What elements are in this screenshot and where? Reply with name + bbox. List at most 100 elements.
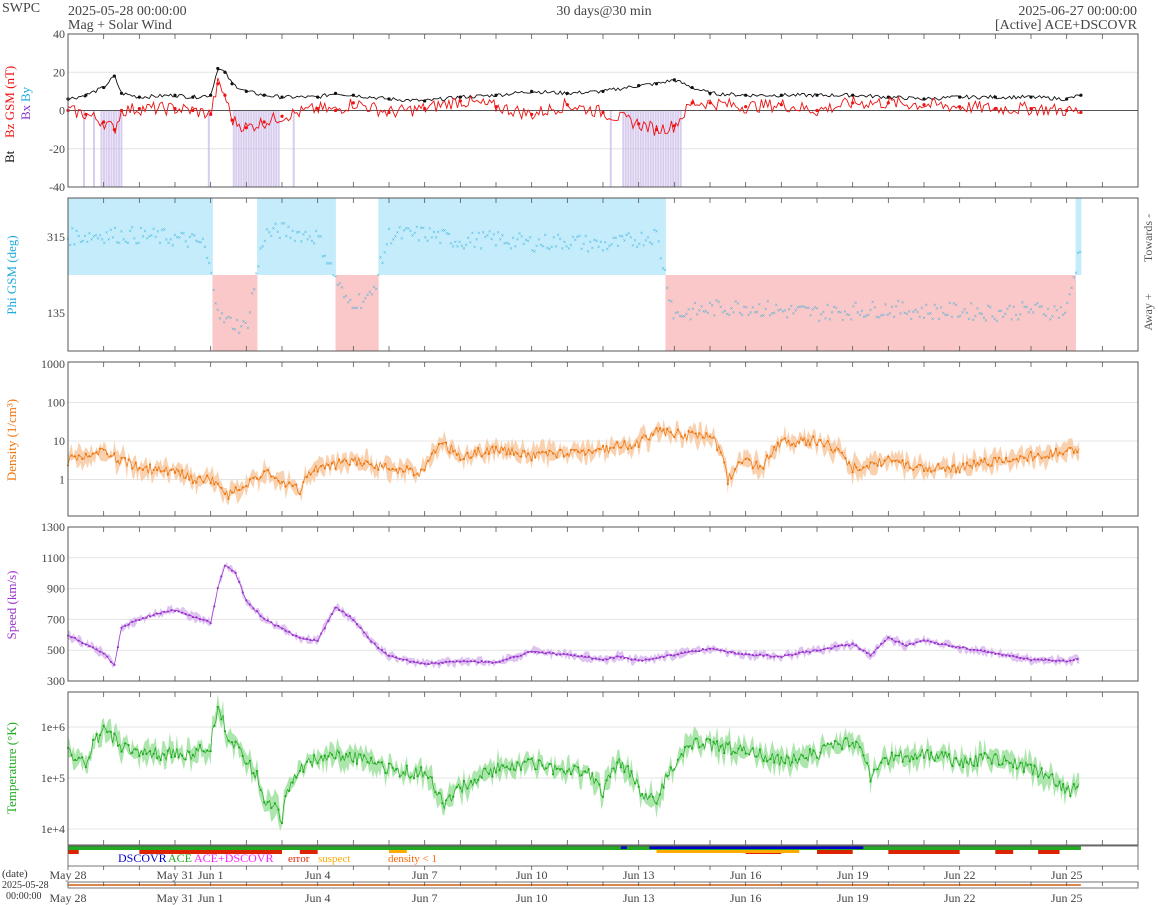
series-point [480, 455, 483, 458]
bz-south-band [629, 110, 632, 187]
phi-point: × [163, 228, 166, 234]
phi-point: × [680, 314, 683, 320]
series-point [181, 611, 184, 614]
bt-point [779, 93, 783, 97]
series-point [102, 652, 105, 655]
bz-south-band [92, 110, 95, 187]
phi-point: × [201, 237, 204, 243]
series-point [894, 459, 897, 463]
bz-south-band [632, 110, 635, 187]
phi-point: × [460, 244, 463, 250]
series-point [348, 463, 351, 466]
phi-point: × [593, 238, 596, 244]
series-point [206, 619, 209, 622]
towards-sector [201, 198, 204, 275]
series-point [641, 792, 644, 796]
bz-south-band [265, 110, 268, 187]
series-point [420, 662, 423, 665]
away-sector [995, 275, 998, 351]
phi-point: × [240, 325, 243, 331]
series-point [238, 580, 241, 584]
series-point [113, 732, 116, 735]
series-point [480, 776, 483, 779]
away-sector [686, 275, 690, 351]
bz-south-band [240, 110, 243, 187]
away-sector [763, 275, 766, 351]
series-point [1008, 654, 1011, 657]
series-point [933, 469, 936, 472]
away-sector [947, 275, 950, 351]
series-point [141, 617, 144, 620]
away-sector [1073, 275, 1076, 351]
series-point [897, 640, 901, 643]
series-point [562, 652, 565, 656]
away-sector [945, 275, 948, 351]
towards-sector [69, 198, 72, 275]
phi-point: × [220, 311, 223, 317]
phi-point: × [118, 241, 121, 247]
away-sector [904, 275, 907, 351]
bt-point [708, 91, 712, 95]
series-point [484, 660, 487, 663]
series-point [1004, 759, 1008, 762]
series-point [116, 460, 120, 463]
series-point [751, 653, 754, 657]
phi-point: × [884, 303, 887, 309]
away-sector [824, 275, 827, 351]
series-point [979, 753, 983, 756]
phi-point: × [488, 229, 491, 235]
mag-ytick-label: 20 [53, 65, 65, 79]
phi-point: × [734, 299, 737, 305]
phi-point: × [610, 242, 613, 248]
towards-sector [119, 198, 122, 275]
bz-point [333, 108, 338, 113]
series-point [855, 740, 858, 743]
series-point [1029, 659, 1033, 662]
away-sector [711, 275, 714, 351]
series-point [198, 618, 202, 621]
series-point [1058, 659, 1061, 662]
series-point [798, 757, 801, 761]
phi-point: × [1074, 271, 1077, 277]
series-point [323, 467, 326, 470]
series-point [280, 821, 284, 825]
series-point [298, 492, 301, 496]
span-label: 30 days@30 min [556, 4, 651, 19]
series-point [473, 778, 476, 781]
away-sector [1047, 275, 1050, 351]
series-point [494, 661, 498, 664]
phi-point: × [86, 240, 89, 246]
bz-south-band [609, 110, 612, 187]
series-point [1026, 764, 1029, 767]
series-point [505, 453, 508, 456]
phi-point: × [1021, 300, 1024, 306]
series-point [1019, 761, 1022, 765]
away-sector [891, 275, 895, 351]
towards-sector [203, 198, 206, 275]
phi-point: × [182, 231, 185, 237]
series-point [762, 467, 765, 470]
away-sector [759, 275, 763, 351]
series-point [120, 626, 123, 629]
towards-sector [98, 198, 101, 275]
bz-south-band [115, 110, 118, 187]
bz-south-band [659, 110, 662, 187]
phi-point: × [721, 311, 724, 317]
series-point [84, 452, 87, 455]
phi-point: × [929, 312, 932, 318]
series-point [469, 780, 473, 783]
series-point [134, 619, 137, 622]
phi-point: × [233, 327, 236, 333]
phi-point: × [259, 247, 262, 253]
series-point [352, 760, 355, 763]
phi-point: × [88, 231, 91, 237]
towards-sector [308, 198, 311, 275]
series-point [915, 757, 918, 760]
bz-south-band [292, 110, 295, 187]
series-point [1065, 660, 1068, 663]
series-point [580, 773, 583, 777]
series-point [270, 621, 273, 624]
series-point [395, 468, 398, 471]
series-point [712, 740, 715, 743]
series-line [67, 705, 1080, 824]
